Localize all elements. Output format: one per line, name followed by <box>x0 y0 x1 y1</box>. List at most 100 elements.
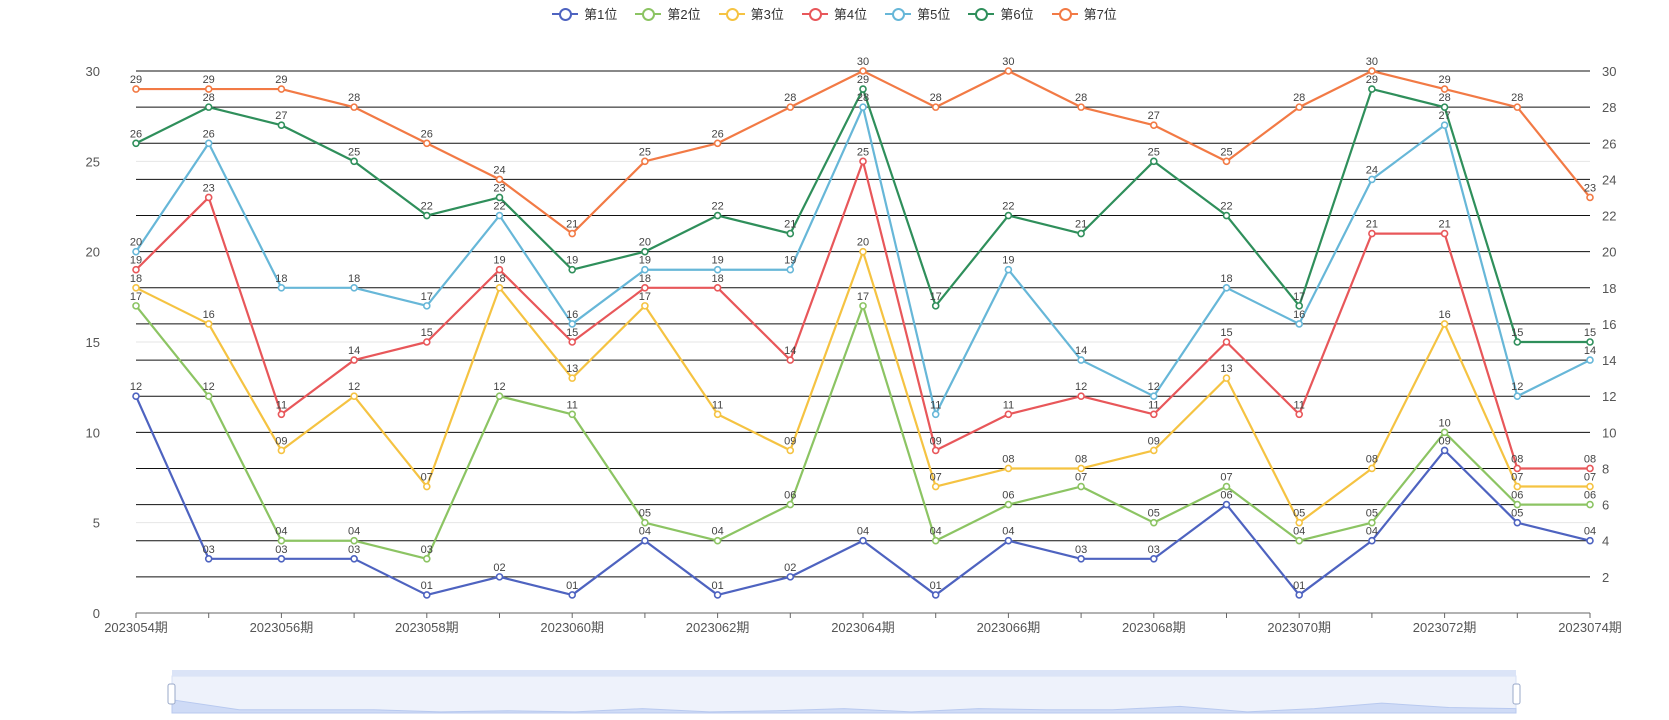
data-point <box>1004 500 1013 509</box>
data-label: 17 <box>857 291 869 303</box>
y-right-tick-label: 28 <box>1602 100 1616 115</box>
data-label: 13 <box>566 363 578 375</box>
y-left-tick-label: 15 <box>86 335 100 350</box>
data-label: 15 <box>1584 327 1596 339</box>
legend-item-1[interactable]: 第1位 <box>552 4 617 23</box>
data-label: 12 <box>203 381 215 393</box>
data-label: 01 <box>930 580 942 592</box>
legend-item-6[interactable]: 第6位 <box>968 4 1034 23</box>
data-point <box>1586 464 1594 473</box>
x-tick-label: 2023054期 <box>104 620 168 635</box>
data-label: 02 <box>784 562 796 574</box>
data-point <box>495 283 504 292</box>
data-label: 25 <box>1220 146 1232 158</box>
data-point <box>132 85 140 93</box>
legend-item-3[interactable]: 第3位 <box>718 4 784 23</box>
data-point <box>568 591 577 599</box>
data-zoom-slider[interactable] <box>167 670 1521 714</box>
data-point <box>1077 482 1085 491</box>
data-point <box>1222 482 1231 491</box>
data-point <box>1295 536 1303 545</box>
data-point <box>1295 320 1303 328</box>
legend-item-2[interactable]: 第2位 <box>635 4 701 23</box>
data-point <box>786 103 795 111</box>
data-point <box>1586 356 1594 364</box>
data-point <box>1295 591 1303 599</box>
y-right-tick-label: 22 <box>1602 209 1616 224</box>
data-label: 10 <box>1438 417 1450 429</box>
data-point <box>1368 536 1376 545</box>
zoom-preview-area <box>171 699 1517 714</box>
data-label: 23 <box>493 182 505 194</box>
data-point <box>422 302 431 310</box>
data-label: 26 <box>203 128 215 140</box>
data-label: 05 <box>1293 508 1305 520</box>
data-label: 15 <box>566 327 578 339</box>
data-point <box>568 410 577 419</box>
data-point <box>931 482 940 491</box>
data-point <box>422 554 431 563</box>
data-point <box>1222 338 1231 346</box>
x-tick-label: 2023062期 <box>686 620 750 635</box>
data-point <box>132 392 140 401</box>
legend-label: 第7位 <box>1083 7 1117 22</box>
data-label: 18 <box>130 273 142 285</box>
legend-item-7[interactable]: 第7位 <box>1051 4 1117 23</box>
data-point <box>1295 302 1303 310</box>
data-label: 23 <box>1584 182 1596 194</box>
data-point <box>641 518 649 527</box>
y-left-tick-label: 10 <box>86 425 100 440</box>
data-point <box>495 175 504 184</box>
y-right-tick-label: 2 <box>1602 570 1609 585</box>
data-label: 27 <box>1148 110 1160 122</box>
data-label: 21 <box>1438 219 1450 231</box>
data-label: 30 <box>1366 56 1378 68</box>
data-point <box>1004 410 1013 419</box>
data-label: 29 <box>275 74 287 86</box>
data-point <box>1586 536 1594 545</box>
data-point <box>1440 320 1449 328</box>
y-right-tick-label: 12 <box>1602 389 1616 404</box>
legend-label: 第6位 <box>1000 7 1034 22</box>
data-label: 12 <box>348 381 360 393</box>
data-point <box>1295 518 1303 527</box>
data-point <box>277 554 286 563</box>
data-point <box>204 554 213 563</box>
data-point <box>1222 283 1231 292</box>
data-point <box>1368 229 1376 238</box>
data-label: 27 <box>275 110 287 122</box>
data-label: 04 <box>639 526 651 538</box>
data-label: 17 <box>130 291 142 303</box>
data-point <box>1513 482 1522 491</box>
legend-swatch <box>1051 7 1078 21</box>
data-label: 15 <box>1511 327 1523 339</box>
data-point <box>1440 85 1449 93</box>
data-label: 14 <box>1584 345 1596 357</box>
data-label: 14 <box>784 345 796 357</box>
data-point <box>1513 103 1522 111</box>
data-label: 05 <box>1148 508 1160 520</box>
data-point <box>786 265 795 274</box>
data-label: 11 <box>1293 399 1304 411</box>
data-label: 20 <box>130 237 142 249</box>
data-label: 12 <box>130 381 142 393</box>
data-point <box>1368 175 1376 184</box>
legend-item-5[interactable]: 第5位 <box>885 4 950 23</box>
data-label: 14 <box>348 345 360 357</box>
legend-swatch <box>552 7 579 21</box>
data-label: 01 <box>1293 580 1305 592</box>
y-left-tick-label: 25 <box>86 154 100 169</box>
data-point <box>495 392 504 401</box>
y-right-tick-label: 14 <box>1602 353 1616 368</box>
data-point <box>350 157 358 166</box>
data-label: 14 <box>1075 345 1087 357</box>
data-label: 13 <box>1220 363 1232 375</box>
data-label: 03 <box>1148 544 1160 556</box>
data-label: 08 <box>1366 453 1378 465</box>
legend-item-4[interactable]: 第4位 <box>801 4 867 23</box>
axis-layer: 2023054期 2023056期 2023058期 2023060期 2023062期… <box>86 64 1622 635</box>
y-right-tick-label: 30 <box>1602 64 1616 79</box>
data-label: 16 <box>1293 309 1305 321</box>
data-point <box>786 229 795 238</box>
zoom-handle-left <box>167 683 176 705</box>
